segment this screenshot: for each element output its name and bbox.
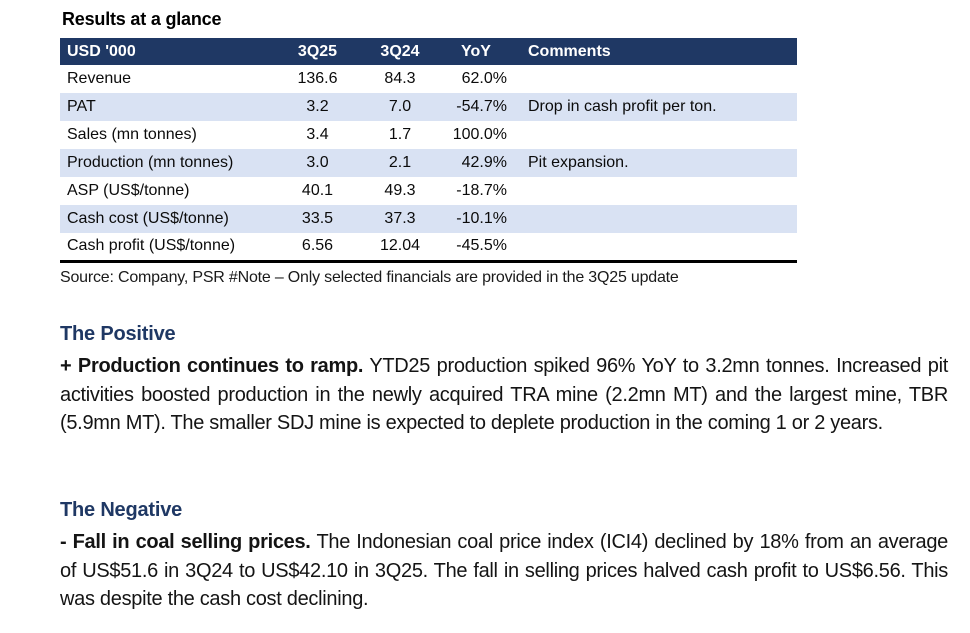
value-3q24: 12.04: [379, 237, 421, 255]
table-title: Results at a glance: [62, 9, 222, 29]
paragraph-body-negative: The Indonesian coal price index (ICI4) d…: [60, 531, 948, 610]
value-comment: [512, 177, 797, 205]
paragraph-lead-positive: + Production continues to ramp.: [60, 355, 364, 377]
metric-label: ASP (US$/tonne): [67, 182, 190, 199]
value-3q24: 2.1: [388, 154, 412, 171]
value-3q25: 3.4: [306, 126, 329, 143]
value-yoy: -18.7%: [456, 182, 507, 199]
section-paragraph-positive: + Production continues to ramp. YTD25 pr…: [60, 352, 948, 438]
value-yoy: 62.0%: [461, 70, 507, 87]
table-row: PAT 3.2 7.0 -54.7% Drop in cash profit p…: [60, 93, 797, 121]
table-row: Production (mn tonnes) 3.0 2.1 42.9% Pit…: [60, 149, 797, 177]
table-header-row: USD '000 3Q25 3Q24 YoY Comments: [60, 38, 797, 65]
header-comments: Comments: [512, 38, 797, 65]
value-3q24: 1.7: [388, 126, 412, 143]
value-3q25: 3.0: [306, 154, 329, 171]
value-comment: [512, 205, 797, 233]
source-note: Source: Company, PSR #Note – Only select…: [60, 269, 679, 286]
section-heading-negative: The Negative: [60, 499, 183, 521]
table-row: ASP (US$/tonne) 40.1 49.3 -18.7%: [60, 177, 797, 205]
metric-label: Sales (mn tonnes): [67, 126, 197, 143]
value-yoy: -10.1%: [456, 210, 507, 227]
section-paragraph-negative: - Fall in coal selling prices. The Indon…: [60, 528, 948, 614]
value-comment: Drop in cash profit per ton.: [528, 98, 717, 115]
value-3q24: 37.3: [384, 210, 416, 227]
value-3q25: 3.2: [306, 98, 329, 115]
table-row: Cash cost (US$/tonne) 33.5 37.3 -10.1%: [60, 205, 797, 233]
value-3q25: 40.1: [301, 182, 334, 199]
value-comment: [512, 121, 797, 149]
table-row: Sales (mn tonnes) 3.4 1.7 100.0%: [60, 121, 797, 149]
value-yoy: 100.0%: [452, 126, 507, 143]
value-comment: Pit expansion.: [528, 154, 629, 171]
value-comment: [512, 65, 797, 93]
paragraph-body-positive: YTD25 production spiked 96% YoY to 3.2mn…: [60, 355, 948, 434]
header-yoy: YoY: [440, 38, 512, 65]
value-3q24: 84.3: [384, 70, 416, 87]
header-usd000: USD '000: [60, 38, 275, 65]
value-comment: [512, 233, 797, 261]
metric-label: Cash profit (US$/tonne): [67, 237, 236, 255]
value-3q24: 7.0: [388, 98, 412, 115]
metric-label: Revenue: [67, 70, 132, 87]
section-heading-positive: The Positive: [60, 323, 176, 345]
value-3q25: 136.6: [297, 70, 338, 87]
value-3q25: 6.56: [301, 237, 334, 255]
header-3q24: 3Q24: [360, 38, 440, 65]
value-yoy: -54.7%: [456, 98, 507, 115]
paragraph-lead-negative: - Fall in coal selling prices.: [60, 531, 311, 553]
table-row: Revenue 136.6 84.3 62.0%: [60, 65, 797, 93]
value-yoy: 42.9%: [461, 154, 507, 171]
table-row: Cash profit (US$/tonne) 6.56 12.04 -45.5…: [60, 233, 797, 261]
value-3q24: 49.3: [384, 182, 416, 199]
metric-label: PAT: [67, 98, 96, 115]
value-3q25: 33.5: [301, 210, 334, 227]
value-yoy: -45.5%: [456, 237, 507, 255]
header-3q25: 3Q25: [275, 38, 360, 65]
metric-label: Cash cost (US$/tonne): [67, 210, 229, 227]
results-table: USD '000 3Q25 3Q24 YoY Comments Revenue …: [60, 38, 797, 263]
metric-label: Production (mn tonnes): [67, 154, 234, 171]
